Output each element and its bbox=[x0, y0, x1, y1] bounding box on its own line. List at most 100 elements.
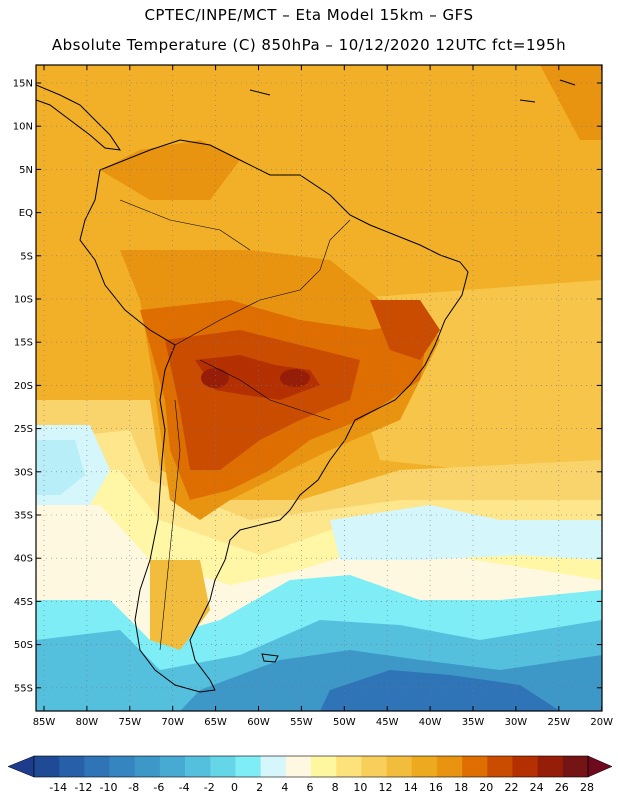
colorbar-swatch bbox=[512, 756, 538, 777]
southern-ocean-minus8C bbox=[320, 670, 560, 711]
colorbar-label: 2 bbox=[256, 781, 263, 794]
colorbar-label: 14 bbox=[404, 781, 418, 794]
lon-tick-label: 30W bbox=[505, 717, 528, 728]
coastline-layer bbox=[36, 79, 576, 693]
falkland-islands bbox=[261, 653, 279, 663]
lat-tick-label: 35S bbox=[14, 511, 33, 522]
lat-tick-label: EQ bbox=[19, 208, 33, 219]
latitude-axis: 15N 10N 5N EQ 5S 10S 15S 20S 25S 30S 35S 40S 45S 50S 5… bbox=[13, 79, 602, 694]
colorbar: -14 -12 -10 -8 -6 -4 -2 0 2 4 6 8 10 12 14 16 18 20 22 24 26… bbox=[7, 755, 613, 794]
lon-tick-label: 75W bbox=[118, 717, 141, 728]
colorbar-swatch bbox=[311, 756, 337, 777]
lat-tick-label: 25S bbox=[14, 424, 33, 435]
colorbar-label: 10 bbox=[353, 781, 367, 794]
country-borders bbox=[119, 199, 351, 651]
temperature-field bbox=[36, 65, 602, 711]
colorbar-label: -12 bbox=[74, 781, 92, 794]
colorbar-label: -14 bbox=[49, 781, 67, 794]
colorbar-swatch bbox=[361, 756, 387, 777]
lat-tick-label: 10S bbox=[14, 295, 33, 306]
colorbar-swatch bbox=[537, 756, 564, 777]
colorbar-under-arrow bbox=[7, 755, 35, 778]
lon-tick-label: 25W bbox=[547, 717, 570, 728]
colorbar-swatch bbox=[235, 756, 261, 777]
lon-tick-label: 40W bbox=[419, 717, 442, 728]
colorbar-label: 18 bbox=[454, 781, 468, 794]
colorbar-label: 16 bbox=[429, 781, 443, 794]
lon-tick-label: 70W bbox=[161, 717, 184, 728]
colorbar-swatch bbox=[84, 756, 110, 777]
lat-tick-label: 30S bbox=[14, 467, 33, 478]
colorbar-swatch bbox=[336, 756, 362, 777]
colombia-border bbox=[119, 199, 251, 251]
lat-tick-label: 15N bbox=[13, 79, 33, 90]
chart-title-line2: Absolute Temperature (C) 850hPa – 10/12/… bbox=[51, 36, 567, 54]
bolivia-paraguay-border bbox=[199, 359, 331, 421]
colorbar-swatch bbox=[285, 756, 312, 777]
northern-andes-18C bbox=[100, 140, 240, 200]
lat-tick-label: 45S bbox=[14, 597, 33, 608]
colorbar-label: 0 bbox=[231, 781, 238, 794]
colorbar-swatch bbox=[109, 756, 136, 777]
hotspot-26C-west bbox=[201, 368, 229, 388]
lat-tick-label: 5S bbox=[20, 251, 33, 262]
colorbar-label: 20 bbox=[479, 781, 493, 794]
colorbar-swatch bbox=[386, 756, 413, 777]
longitude-axis: 85W 80W 75W 70W 65W 60W 55W 50W 45W 40W 35W 30W 25W 2… bbox=[33, 65, 613, 728]
lon-tick-label: 60W bbox=[247, 717, 270, 728]
colorbar-label: -8 bbox=[128, 781, 139, 794]
central-america-coastline bbox=[36, 84, 122, 151]
patagonia-16C bbox=[150, 560, 210, 650]
continental-hot-24C bbox=[195, 355, 320, 400]
lat-tick-label: 20S bbox=[14, 381, 33, 392]
colorbar-swatch bbox=[411, 756, 438, 777]
lat-tick-label: 40S bbox=[14, 554, 33, 565]
colorbar-label: 28 bbox=[580, 781, 594, 794]
colorbar-label: 24 bbox=[530, 781, 544, 794]
colorbar-label: -2 bbox=[204, 781, 215, 794]
south-america-coastline bbox=[79, 139, 469, 693]
colorbar-frame bbox=[33, 755, 589, 778]
colorbar-swatch bbox=[185, 756, 211, 777]
lon-tick-label: 45W bbox=[376, 717, 399, 728]
lat-tick-label: 50S bbox=[14, 640, 33, 651]
colorbar-swatch bbox=[134, 756, 161, 777]
lon-tick-label: 80W bbox=[76, 717, 99, 728]
colorbar-swatch bbox=[210, 756, 236, 777]
colorbar-swatch bbox=[34, 756, 60, 777]
colorbar-swatch bbox=[562, 756, 589, 777]
colorbar-label: 8 bbox=[332, 781, 339, 794]
colorbar-swatch bbox=[462, 756, 488, 777]
lon-tick-label: 65W bbox=[204, 717, 227, 728]
cool-tongue-6C bbox=[330, 505, 602, 560]
lon-tick-label: 35W bbox=[462, 717, 485, 728]
colorbar-label: -6 bbox=[153, 781, 164, 794]
colorbar-label: -4 bbox=[179, 781, 190, 794]
chart-title-line1: CPTEC/INPE/MCT – Eta Model 15km – GFS bbox=[144, 6, 474, 24]
caribbean-islands bbox=[249, 79, 576, 103]
lat-tick-label: 15S bbox=[14, 338, 33, 349]
lon-tick-label: 55W bbox=[290, 717, 313, 728]
colorbar-label: 26 bbox=[555, 781, 569, 794]
colorbar-swatch bbox=[436, 756, 463, 777]
lat-tick-label: 10N bbox=[13, 122, 33, 133]
colorbar-label: 4 bbox=[281, 781, 288, 794]
lat-tick-label: 55S bbox=[14, 683, 33, 694]
colorbar-swatch bbox=[260, 756, 287, 777]
lat-tick-label: 5N bbox=[19, 165, 33, 176]
hotspot-26C-east bbox=[280, 369, 310, 387]
colorbar-over-arrow bbox=[587, 755, 613, 778]
colorbar-label: 22 bbox=[504, 781, 518, 794]
colorbar-label: 12 bbox=[379, 781, 393, 794]
lon-tick-label: 85W bbox=[33, 717, 56, 728]
pacific-cold-patch-4C bbox=[36, 440, 85, 495]
colorbar-label: 6 bbox=[307, 781, 314, 794]
north-atlantic-warm-18C bbox=[540, 65, 602, 140]
brazil-west-border bbox=[174, 219, 351, 346]
colorbar-label: -10 bbox=[100, 781, 118, 794]
lon-tick-label: 50W bbox=[333, 717, 356, 728]
colorbar-swatch bbox=[159, 756, 186, 777]
colorbar-swatch bbox=[487, 756, 513, 777]
lon-tick-label: 20W bbox=[590, 717, 613, 728]
